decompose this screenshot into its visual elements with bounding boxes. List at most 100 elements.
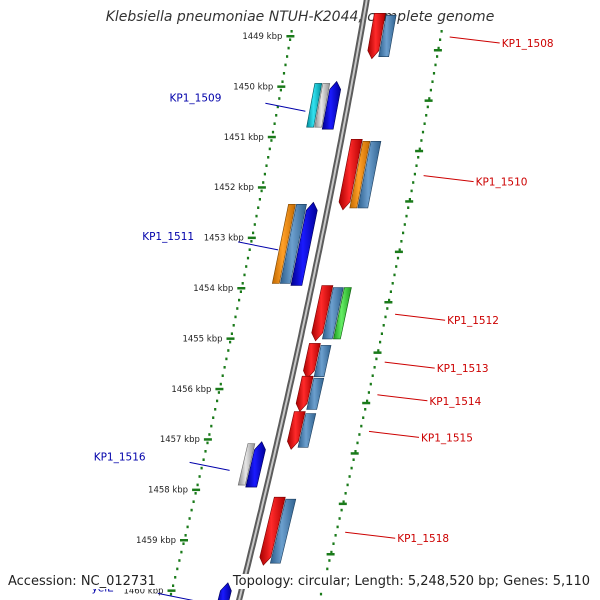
gene-kp1_1518: [259, 496, 297, 566]
reverse-strand-guide-dot: [212, 416, 215, 419]
scale-tick-label: 1459 kbp: [136, 536, 176, 546]
forward-strand-guide-dot: [369, 382, 372, 386]
forward-strand-guide-dot: [398, 248, 401, 251]
forward-strand-guide-dot: [437, 46, 440, 50]
kp1_1518-red-arrow: [259, 496, 286, 566]
forward-strand-guide-dot: [384, 315, 387, 319]
forward-strand-guide-dot: [439, 38, 442, 41]
kp1_1511-steel-bar: [279, 204, 307, 284]
reverse-strand-guide-dot: [260, 189, 263, 193]
forward-strand-guide-dot: [417, 156, 420, 159]
scale-tick-mark: [226, 337, 235, 340]
reverse-strand-guide-dot: [289, 38, 292, 41]
scale-tick-label: 1456 kbp: [171, 385, 211, 395]
scale-tick-mark: [180, 539, 188, 542]
reverse-strand-guide-dot: [284, 63, 287, 67]
gene-kp1_1516: [237, 441, 266, 488]
scale-tick-label: 1454 kbp: [193, 284, 233, 294]
reverse-strand-guide-dot: [270, 139, 273, 142]
kp1_1516-gray-bar: [237, 443, 256, 486]
forward-strand-guide-dot: [330, 550, 333, 554]
forward-scale-tick-mark: [338, 502, 347, 506]
scale-tick-mark: [167, 589, 176, 592]
reverse-strand-guide-dot: [255, 214, 258, 218]
forward-strand-guide-dot: [354, 450, 357, 453]
forward-strand-guide-dot: [389, 290, 392, 293]
scale-tick-mark: [192, 488, 201, 492]
kp1_1513-red-arrow: [303, 343, 321, 380]
reverse-strand-guide-dot: [194, 492, 197, 495]
reverse-strand-guide-dot: [265, 164, 268, 167]
gene-label-leader: [377, 394, 428, 402]
forward-strand-guide-dot: [386, 307, 389, 310]
kp1_1513-steel-bar: [313, 345, 332, 378]
forward-scale-tick-mark: [362, 401, 371, 405]
reverse-strand-guide-dot: [248, 248, 251, 251]
reverse-strand-guide-dot: [229, 340, 232, 344]
reverse-strand-guide-dot: [172, 584, 175, 587]
scale-tick-mark: [257, 186, 266, 189]
reverse-strand-guide-dot: [214, 408, 217, 411]
reverse-strand-guide-dot: [258, 198, 261, 201]
gene-label: KP1_1514: [429, 396, 481, 408]
gene-label: KP1_1515: [421, 432, 473, 444]
gene-kp1_1509: [306, 80, 342, 130]
forward-strand-guide-dot: [377, 349, 380, 352]
forward-strand-guide-dot: [382, 324, 385, 327]
gene-label: KP1_1508: [502, 38, 554, 50]
reverse-strand-guide-dot: [239, 290, 242, 293]
kp1_1515-steel-bar: [297, 413, 317, 448]
reverse-strand-guide-dot: [282, 72, 286, 75]
reverse-strand-guide-dot: [216, 399, 219, 403]
scale-tick-label: 1452 kbp: [214, 183, 254, 193]
scale-tick-label: 1451 kbp: [224, 133, 264, 143]
forward-strand-guide-dot: [373, 366, 376, 369]
reverse-strand-guide-dot: [210, 424, 213, 428]
scale-tick-mark: [267, 135, 276, 139]
forward-scale-tick-mark: [405, 200, 414, 203]
kp1_1508-red-arrow: [367, 13, 386, 60]
kp1_1510-steel-bar: [357, 141, 382, 209]
forward-strand-guide-dot: [380, 332, 383, 335]
kp1_1510-orange-bar: [349, 141, 371, 209]
reverse-strand-guide-dot: [250, 240, 253, 243]
reverse-strand-guide-dot: [192, 500, 195, 503]
gene-kp1_1511: [271, 201, 318, 286]
kp1_1512-red-arrow: [311, 285, 334, 342]
reverse-strand-guide-dot: [188, 517, 191, 520]
reverse-strand-guide-dot: [241, 282, 244, 285]
gene-label: KP1_1511: [142, 231, 194, 243]
forward-strand-guide-dot: [367, 391, 370, 394]
reverse-strand-guide-dot: [234, 315, 237, 319]
forward-strand-guide-dot: [402, 231, 405, 235]
reverse-strand-guide-dot: [253, 223, 256, 226]
kp1_1511-blue-arrow: [290, 201, 318, 286]
kp1_1510-red-arrow: [338, 139, 363, 211]
reverse-strand-guide-dot: [227, 349, 230, 352]
gene-kp1_1508: [367, 13, 397, 60]
forward-strand-guide-dot: [340, 508, 343, 512]
reverse-strand-guide-dot: [275, 114, 278, 117]
scale-tick-mark: [215, 387, 224, 391]
reverse-strand-guide-dot: [286, 55, 289, 58]
reverse-strand-guide-dot: [178, 559, 181, 562]
reverse-strand-guide-dot: [268, 147, 271, 151]
reverse-strand-guide-dot: [267, 156, 270, 159]
forward-strand-guide-dot: [388, 298, 391, 302]
forward-strand-guide-dot: [425, 114, 428, 117]
reverse-strand-guide-dot: [169, 592, 173, 596]
forward-strand-guide-dot: [431, 80, 434, 83]
forward-strand-guide-dot: [366, 399, 369, 403]
forward-strand-guide-dot: [338, 517, 341, 520]
forward-strand-guide-dot: [407, 206, 410, 209]
scale-tick-label: 1458 kbp: [148, 486, 188, 496]
scale-tick-label: 1449 kbp: [242, 32, 282, 42]
forward-strand-guide-dot: [418, 147, 421, 151]
reverse-strand-guide-dot: [204, 450, 207, 453]
reverse-strand-guide-dot: [219, 382, 222, 386]
forward-strand-guide-dot: [356, 441, 359, 445]
forward-strand-guide-dot: [375, 357, 378, 361]
gene-label-leader: [368, 430, 420, 438]
forward-strand-guide-dot: [440, 30, 443, 33]
forward-scale-tick-mark: [384, 301, 393, 304]
